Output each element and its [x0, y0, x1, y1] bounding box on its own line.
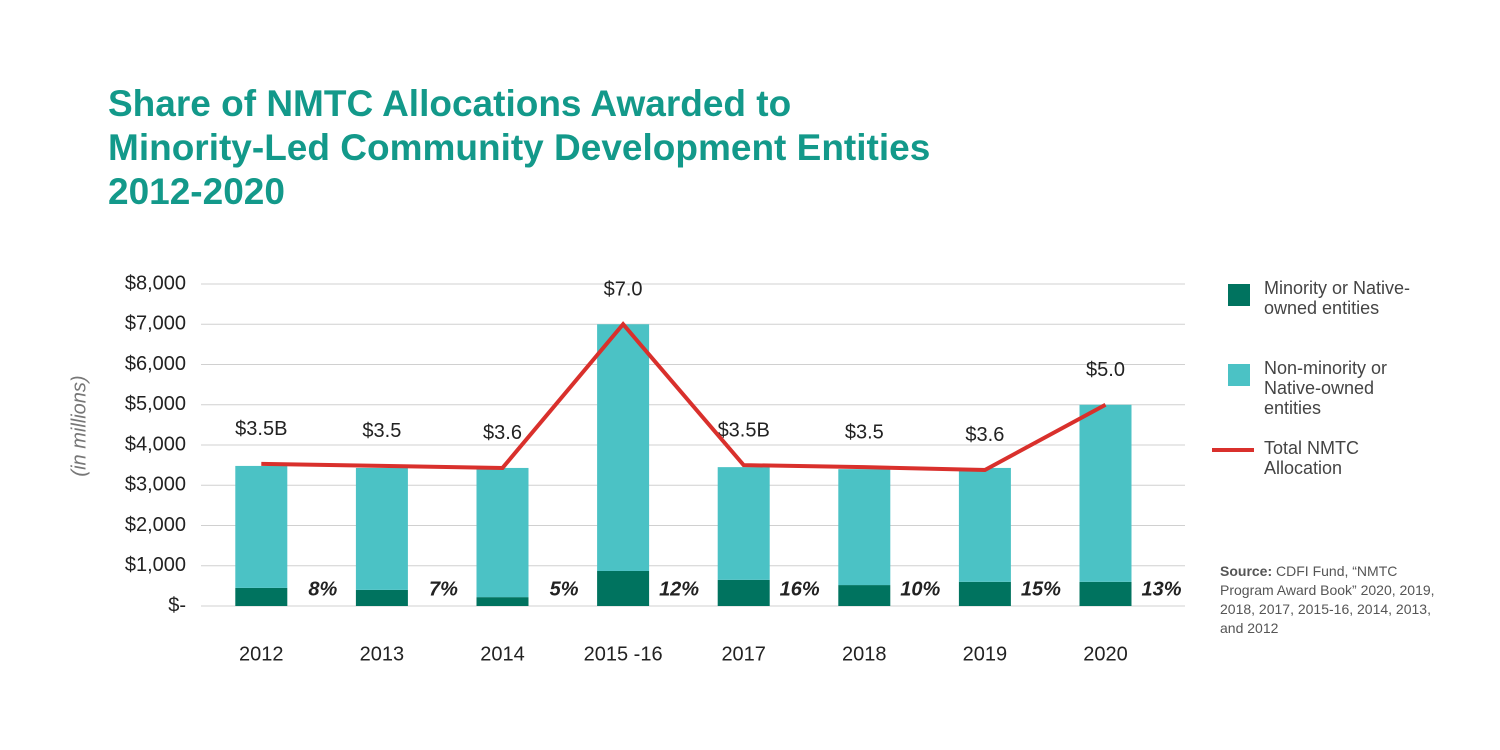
annotation: $3.5	[362, 420, 401, 442]
legend-swatch	[1228, 284, 1250, 306]
source-text: CDFI Fund, “NMTC Program Award Book” 202…	[1220, 563, 1435, 636]
bar-segment	[355, 467, 408, 590]
share-label: 10%	[900, 578, 940, 600]
bar-segment	[1079, 404, 1132, 582]
bar-segment	[1079, 581, 1132, 606]
x-tick-label: 2015 -16	[584, 643, 663, 665]
bar-segment	[958, 581, 1011, 606]
x-tick-label: 2013	[360, 643, 405, 665]
share-label: 12%	[659, 578, 699, 600]
bar-segment	[838, 469, 891, 586]
share-label: 5%	[550, 578, 579, 600]
y-tick-label: $3,000	[125, 474, 186, 496]
chart-title: Share of NMTC Allocations Awarded to Min…	[108, 83, 931, 212]
share-label: 13%	[1141, 578, 1181, 600]
bar-segment	[597, 570, 650, 606]
annotation: $3.5B	[235, 418, 287, 440]
annotation: $3.6	[483, 422, 522, 444]
y-tick-label: $5,000	[125, 393, 186, 415]
x-tick-label: 2020	[1083, 643, 1128, 665]
x-tick-label: 2017	[721, 643, 766, 665]
x-tick-label: 2014	[480, 643, 525, 665]
bar-segment	[597, 324, 650, 571]
legend-swatch	[1212, 448, 1254, 452]
bar-segment	[717, 467, 770, 580]
share-label: 7%	[429, 578, 458, 600]
share-label: 16%	[780, 578, 820, 600]
bar-segment	[355, 589, 408, 606]
y-tick-label: $-	[168, 594, 186, 616]
legend-label: Minority or Native-owned entities	[1264, 278, 1411, 318]
annotation: $7.0	[604, 279, 643, 301]
share-label: 8%	[308, 578, 337, 600]
annotation: $3.5B	[718, 419, 770, 441]
legend-label: Total NMTC Allocation	[1264, 438, 1360, 478]
legend-label: Non-minority or Native-owned entities	[1264, 358, 1388, 418]
y-tick-label: $6,000	[125, 353, 186, 375]
y-tick-label: $2,000	[125, 514, 186, 536]
x-tick-label: 2018	[842, 643, 887, 665]
x-tick-label: 2012	[239, 643, 284, 665]
y-tick-label: $8,000	[125, 272, 186, 294]
bar-segment	[235, 587, 288, 606]
y-axis-label: (in millions)	[68, 375, 90, 476]
x-tick-label: 2019	[963, 643, 1008, 665]
source-note: Source: CDFI Fund, “NMTC Program Award B…	[1220, 562, 1450, 638]
annotation: $3.5	[845, 421, 884, 443]
bar-segment	[717, 579, 770, 606]
total-line	[261, 321, 1107, 472]
y-tick-label: $7,000	[125, 313, 186, 335]
bar-segment	[838, 585, 891, 606]
annotation: $5.0	[1086, 359, 1125, 381]
source-label: Source:	[1220, 563, 1273, 579]
share-label: 15%	[1021, 578, 1061, 600]
legend-swatch	[1228, 364, 1250, 386]
y-tick-label: $4,000	[125, 433, 186, 455]
annotation: $3.6	[965, 424, 1004, 446]
bar-segment	[476, 597, 529, 606]
bar-segment	[958, 467, 1011, 582]
bar-segment	[235, 465, 288, 588]
y-tick-label: $1,000	[125, 554, 186, 576]
bar-segment	[476, 467, 529, 598]
